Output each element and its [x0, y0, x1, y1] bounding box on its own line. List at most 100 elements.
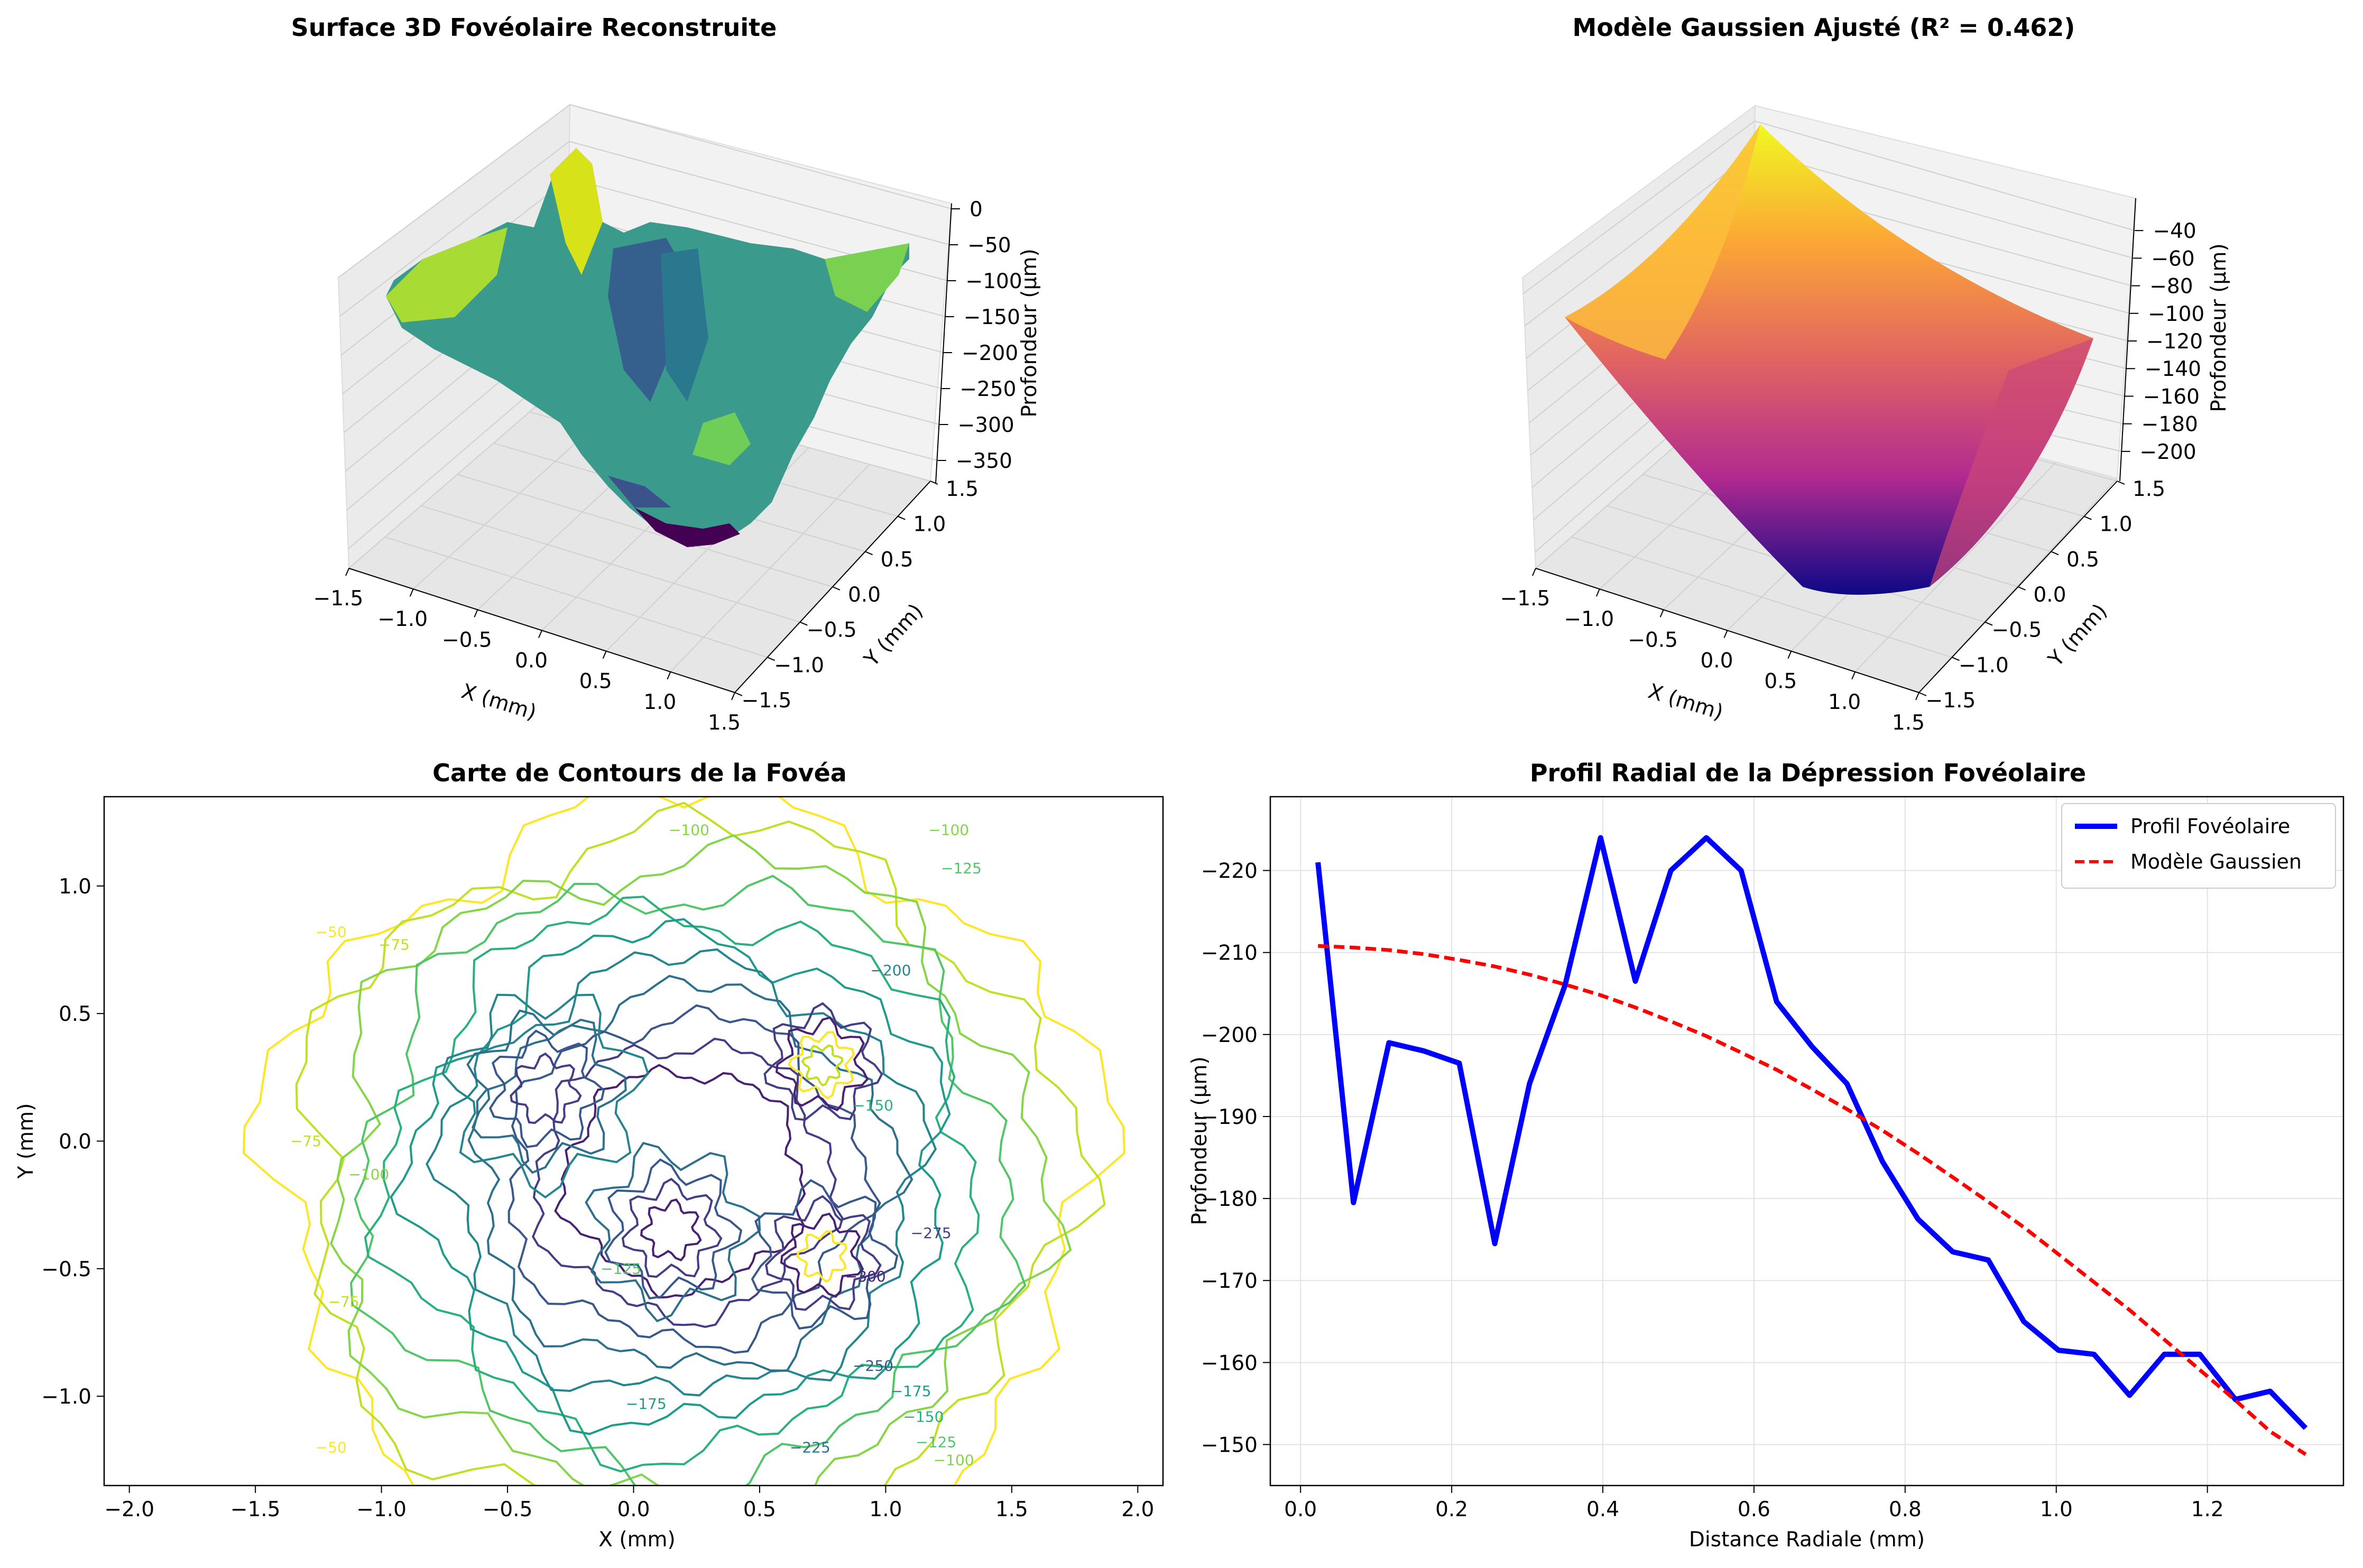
contour-labels: −100 −100−125−50−75−200−75−100−150−275−30…	[290, 821, 982, 1469]
contour-label: −100	[934, 1451, 974, 1469]
panel2-xtick-mark	[1787, 651, 1792, 659]
contour-line	[531, 1037, 844, 1329]
contour-line	[640, 1198, 702, 1261]
panel4-xtick-label: 0.4	[1586, 1498, 1619, 1521]
panel1-xlabel: X (mm)	[458, 679, 539, 725]
panel2-xtick-mark	[1851, 671, 1856, 680]
panel2-xtick-mark	[1915, 692, 1919, 700]
contour-label: −125	[916, 1434, 956, 1451]
panel1-ztick-label: −250	[959, 377, 1016, 401]
panel4-xtick-label: 0.8	[1889, 1498, 1922, 1521]
panel2-ytick-label: 0.0	[2033, 583, 2066, 607]
contour-line	[604, 1158, 743, 1300]
panel1-title: Surface 3D Fovéolaire Reconstruite	[291, 13, 777, 42]
panel2-ylabel: Y (mm)	[2044, 599, 2112, 672]
panel4-frame	[1269, 796, 2344, 1487]
legend-label-profil: Profil Fovéolaire	[2130, 815, 2290, 838]
contour-label: −75	[328, 1293, 359, 1311]
contour-line	[585, 1141, 761, 1323]
panel1-zlabel: Profondeur (µm)	[1018, 248, 1041, 417]
panel1-xtick-mark	[602, 651, 607, 659]
panel3-ytick-label: −1.0	[41, 1385, 91, 1409]
contour-line	[621, 1177, 723, 1278]
panel1-xtick-label: −0.5	[442, 628, 492, 652]
panel2-ytick-label: 0.5	[2066, 548, 2099, 571]
panel3-ytick-label: 1.0	[59, 875, 91, 899]
contour-label: −50	[316, 1438, 347, 1456]
panel2-ztick-label: −40	[2153, 219, 2196, 243]
contour-label: −250	[853, 1357, 893, 1375]
contour-line	[801, 1044, 843, 1087]
panel2-ytick-mark	[2018, 586, 2026, 591]
contour-line	[426, 948, 937, 1397]
contour-line	[775, 1016, 869, 1111]
panel2-ztick-label: −180	[2142, 413, 2198, 437]
panel3-xtick-label: −0.5	[483, 1498, 533, 1521]
contour-label: −300	[845, 1268, 886, 1285]
panel2-ytick-mark	[1952, 657, 1960, 661]
panel1-ytick-label: 1.5	[946, 477, 979, 501]
panel1-xtick-mark	[409, 588, 414, 597]
panel2-ytick-label: −0.5	[1992, 619, 2042, 642]
panel2-ytick-mark	[2117, 481, 2125, 485]
panel2-ytick-label: −1.5	[1926, 689, 1976, 713]
contour-label: −275	[911, 1224, 952, 1242]
panel3-xlabel: X (mm)	[598, 1528, 676, 1552]
contour-label: −100	[669, 821, 709, 838]
panel1-xtick-mark	[474, 609, 478, 617]
contour-line	[751, 1179, 899, 1330]
panel1-xtick-label: −1.5	[313, 587, 364, 611]
contour-label: −175	[626, 1395, 667, 1413]
panel2-ytick-mark	[2084, 515, 2092, 520]
panel4-ytick-label: −170	[1201, 1269, 1258, 1293]
panel2-title: Modèle Gaussien Ajusté (R² = 0.462)	[1573, 13, 2075, 42]
contour-label: −150	[853, 1097, 893, 1114]
panel3-ylabel: Y (mm)	[14, 1103, 38, 1179]
panel1-ytick-mark	[734, 692, 743, 696]
panel2-ytick-label: 1.0	[2099, 513, 2132, 537]
panel4-title: Profil Radial de la Dépression Fovéolair…	[1530, 759, 2086, 787]
contour-label: −125	[941, 860, 982, 877]
panel2-ytick-label: 1.5	[2133, 477, 2165, 501]
panel2-ztick-label: −160	[2143, 385, 2200, 409]
contour-line	[763, 1002, 883, 1121]
panel1-ztick-label: −350	[956, 449, 1012, 473]
panel1-xtick-mark	[667, 671, 671, 680]
contour-line	[467, 974, 913, 1372]
panel2-xtick-label: 1.0	[1828, 690, 1861, 714]
radial-profile-panel: Profil Radial de la Dépression Fovéolair…	[1188, 759, 2344, 1552]
surface3d-panel-1: Surface 3D Fovéolaire Reconstruite −1.5 −…	[291, 13, 1041, 735]
panel1-ytick-mark	[897, 515, 906, 520]
panel4-ytick-label: −150	[1201, 1433, 1258, 1457]
contour-label: −200	[870, 962, 911, 979]
panel3-ytick-label: 0.5	[59, 1002, 91, 1026]
panel4-ytick-label: −210	[1201, 942, 1258, 965]
panel3-ytick-label: 0.0	[59, 1130, 91, 1154]
panel1-ytick-label: 0.0	[848, 583, 881, 607]
contour-label: −50	[316, 923, 347, 940]
panel4-ytick-label: −220	[1201, 860, 1258, 883]
contour-panel: Carte de Contours de la Fovéa −100 −100−1…	[14, 759, 1164, 1552]
panel1-ytick-mark	[865, 551, 873, 556]
contour-line	[330, 834, 1072, 1486]
panel4-ylabel: Profondeur (µm)	[1188, 1056, 1212, 1225]
panel1-ylabel: Y (mm)	[860, 599, 928, 672]
panel2-xtick-label: 0.0	[1700, 649, 1733, 673]
panel4-ytick-label: −190	[1201, 1105, 1258, 1129]
panel2-ztick-label: −140	[2145, 357, 2201, 381]
panel4-xtick-label: 0.6	[1738, 1498, 1770, 1521]
contour-line	[488, 1029, 605, 1148]
panel3-xtick-label: −1.5	[230, 1498, 281, 1521]
panel3-xtick-label: 2.0	[1121, 1498, 1154, 1521]
panel1-ytick-mark	[799, 621, 808, 626]
panel3-xtick-label: 0.0	[617, 1498, 650, 1521]
panel1-ytick-mark	[767, 657, 776, 661]
panel1-ytick-label: 0.5	[881, 548, 913, 571]
panel1-gridline	[338, 104, 952, 278]
panel2-ytick-mark	[2051, 551, 2059, 556]
panel1-ytick-label: 1.0	[913, 513, 946, 537]
panel1-ztick-label: −150	[964, 306, 1020, 329]
contour-line	[554, 1064, 806, 1299]
panel1-xtick-label: 1.0	[643, 690, 676, 714]
